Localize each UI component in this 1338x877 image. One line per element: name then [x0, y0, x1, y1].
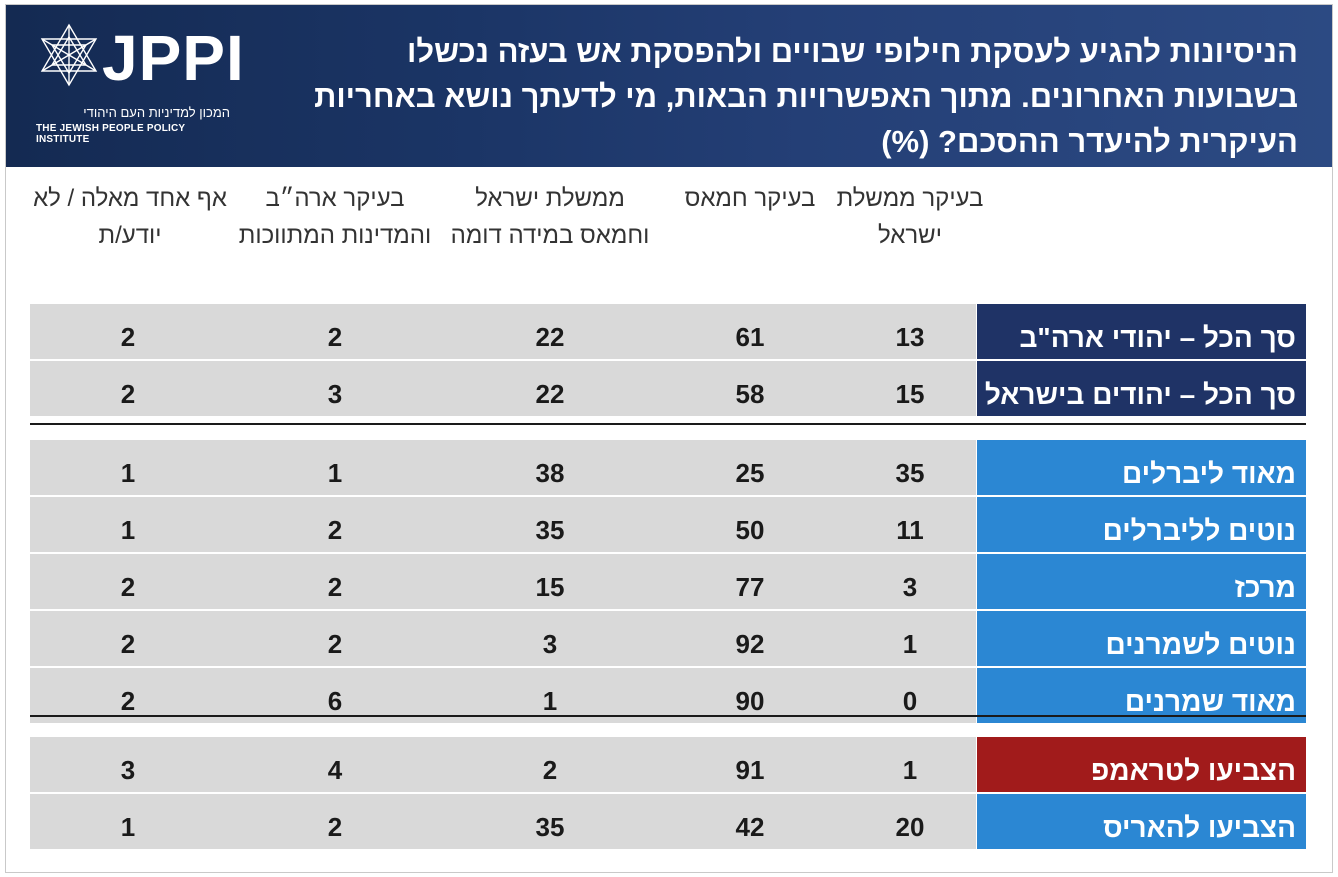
- value-cell-hamas: 77: [735, 572, 765, 602]
- row-label: מרכז: [977, 554, 1306, 609]
- value-cell-hamas: 90: [735, 686, 765, 716]
- value-cell-us-mediators: 3: [327, 379, 343, 409]
- group-separator: [30, 715, 1306, 717]
- value-cell-us-mediators: 2: [327, 629, 343, 659]
- value-cell-none-dont-know: 3: [120, 755, 136, 785]
- figure-frame: [5, 4, 1333, 873]
- value-cell-both-equally: 38: [535, 458, 565, 488]
- star-of-david-icon: [40, 23, 98, 87]
- value-cell-both-equally: 2: [542, 755, 558, 785]
- row-label: מאוד ליברלים: [977, 440, 1306, 495]
- row-background: [30, 361, 976, 416]
- value-cell-us-mediators: 2: [327, 515, 343, 545]
- value-cell-none-dont-know: 2: [120, 572, 136, 602]
- logo-wordmark: JPPI: [102, 22, 245, 94]
- value-cell-none-dont-know: 1: [120, 812, 136, 842]
- row-background: [30, 794, 976, 849]
- value-cell-hamas: 58: [735, 379, 765, 409]
- column-header-none-dont-know: אף אחד מאלה / לא יודע/ת: [33, 185, 227, 249]
- value-cell-us-mediators: 4: [327, 755, 343, 785]
- value-cell-both-equally: 35: [535, 515, 565, 545]
- table-row: מאוד שמרנים 0 90 1 6 2: [30, 668, 1306, 723]
- row-label: מאוד שמרנים: [977, 668, 1306, 723]
- value-cell-none-dont-know: 2: [120, 629, 136, 659]
- value-cell-israel-gov: 35: [895, 458, 925, 488]
- value-cell-none-dont-know: 2: [120, 686, 136, 716]
- value-cell-us-mediators: 2: [327, 322, 343, 352]
- value-cell-hamas: 25: [735, 458, 765, 488]
- value-cell-israel-gov: 15: [895, 379, 925, 409]
- row-label: הצביעו לטראמפ: [977, 737, 1306, 792]
- logo-hebrew-name: המכון למדיניות העם היהודי: [83, 105, 230, 120]
- value-cell-us-mediators: 6: [327, 686, 343, 716]
- value-cell-none-dont-know: 2: [120, 379, 136, 409]
- value-cell-us-mediators: 2: [327, 812, 343, 842]
- value-cell-israel-gov: 1: [902, 755, 918, 785]
- value-cell-hamas: 91: [735, 755, 765, 785]
- chart-title: הניסיונות להגיע לעסקת חילופי שבויים ולהפ…: [314, 34, 1298, 159]
- value-cell-both-equally: 15: [535, 572, 565, 602]
- logo-english-name: THE JEWISH PEOPLE POLICY INSTITUTE: [36, 123, 186, 145]
- value-cell-both-equally: 22: [535, 322, 565, 352]
- value-cell-both-equally: 1: [542, 686, 558, 716]
- column-header-both-equally: ממשלת ישראל וחמאס במידה דומה: [450, 185, 650, 249]
- row-background: [30, 440, 976, 495]
- value-cell-israel-gov: 0: [902, 686, 918, 716]
- column-header-hamas: בעיקר חמאס: [684, 185, 816, 212]
- row-label: סך הכל – יהודי ארה"ב: [977, 304, 1306, 359]
- value-cell-both-equally: 3: [542, 629, 558, 659]
- row-background: [30, 668, 976, 723]
- table-row: סך הכל – יהודים בישראל 15 58 22 3 2: [30, 361, 1306, 416]
- value-cell-israel-gov: 3: [902, 572, 918, 602]
- value-cell-us-mediators: 2: [327, 572, 343, 602]
- value-cell-none-dont-know: 1: [120, 515, 136, 545]
- value-cell-israel-gov: 1: [902, 629, 918, 659]
- value-cell-hamas: 42: [735, 812, 765, 842]
- value-cell-us-mediators: 1: [327, 458, 343, 488]
- value-cell-none-dont-know: 2: [120, 322, 136, 352]
- table-row: מאוד ליברלים 35 25 38 1 1: [30, 440, 1306, 495]
- jppi-logo: JPPI המכון למדיניות העם היהודי THE JEWIS…: [30, 21, 244, 145]
- row-label: נוטים לשמרנים: [977, 611, 1306, 666]
- row-background: [30, 554, 976, 609]
- row-background: [30, 611, 976, 666]
- table-row: הצביעו להאריס 20 42 35 2 1: [30, 794, 1306, 849]
- table-row: מרכז 3 77 15 2 2: [30, 554, 1306, 609]
- value-cell-israel-gov: 11: [896, 515, 924, 545]
- table-row: סך הכל – יהודי ארה"ב 13 61 22 2 2: [30, 304, 1306, 359]
- value-cell-hamas: 92: [735, 629, 765, 659]
- row-label: הצביעו להאריס: [977, 794, 1306, 849]
- value-cell-israel-gov: 20: [895, 812, 925, 842]
- header-banner: JPPI המכון למדיניות העם היהודי THE JEWIS…: [6, 5, 1332, 167]
- table-row: נוטים לליברלים 11 50 35 2 1: [30, 497, 1306, 552]
- row-label: נוטים לליברלים: [977, 497, 1306, 552]
- group-separator: [30, 423, 1306, 425]
- row-label: סך הכל – יהודים בישראל: [977, 361, 1306, 416]
- value-cell-hamas: 61: [735, 322, 765, 352]
- table-row: הצביעו לטראמפ 1 91 2 4 3: [30, 737, 1306, 792]
- row-background: [30, 737, 976, 792]
- row-background: [30, 304, 976, 359]
- value-cell-none-dont-know: 1: [120, 458, 136, 488]
- value-cell-israel-gov: 13: [895, 322, 925, 352]
- value-cell-both-equally: 35: [535, 812, 565, 842]
- value-cell-both-equally: 22: [535, 379, 565, 409]
- column-header-us-mediators: בעיקר ארה״ב והמדינות המתווכות: [238, 185, 432, 249]
- table-row: נוטים לשמרנים 1 92 3 2 2: [30, 611, 1306, 666]
- column-header-israel-gov: בעיקר ממשלת ישראל: [836, 185, 984, 249]
- row-background: [30, 497, 976, 552]
- value-cell-hamas: 50: [735, 515, 765, 545]
